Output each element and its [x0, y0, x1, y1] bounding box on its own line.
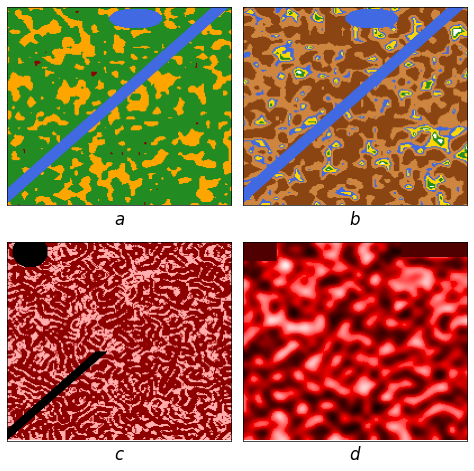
X-axis label: b: b	[349, 211, 360, 228]
X-axis label: c: c	[115, 446, 124, 464]
X-axis label: d: d	[349, 446, 360, 464]
X-axis label: a: a	[114, 211, 124, 228]
